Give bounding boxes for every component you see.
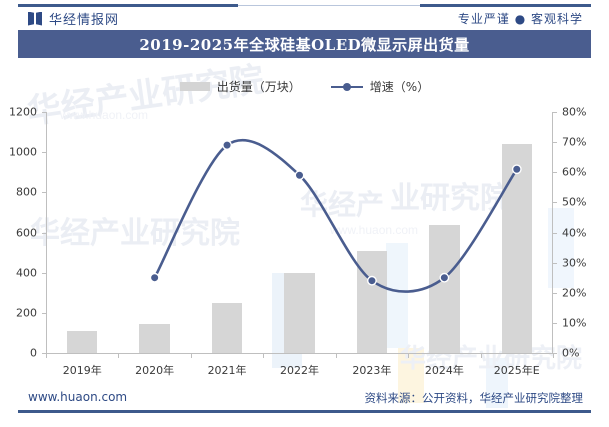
y-axis-label-left: 1200	[9, 105, 37, 119]
y-axis-label-right: 70%	[562, 135, 587, 149]
top-rule-right	[420, 4, 591, 7]
y-axis-tick-right	[553, 112, 557, 113]
plot-area: 0 200 400 600 800 1000 1200 0% 10% 20% 30% 40% 50% 60…	[9, 106, 586, 378]
x-axis-label: 2022年	[280, 364, 319, 377]
bar-2025年E[interactable]	[501, 144, 532, 353]
x-axis-label: 2023年	[352, 364, 392, 377]
y-axis-label-left: 200	[16, 306, 37, 320]
x-axis-label: 2025年E	[493, 364, 540, 377]
x-axis-label: 2021年	[207, 364, 247, 377]
y-axis-label-right: 50%	[562, 195, 587, 209]
x-axis-tick	[118, 353, 120, 358]
y-axis-label-right: 20%	[562, 286, 587, 300]
plot-inner	[46, 112, 553, 353]
y-axis-label-left: 400	[16, 266, 37, 280]
footer-website[interactable]: www.huaon.com	[28, 390, 128, 404]
growth-point-2024年[interactable]	[439, 272, 450, 283]
x-axis-tick	[553, 353, 554, 358]
x-axis-tick	[46, 353, 47, 358]
bar-2021年[interactable]	[211, 302, 243, 353]
y-axis-tick-right	[553, 142, 557, 144]
x-axis-tick	[335, 353, 337, 358]
y-axis-tick-right	[553, 322, 557, 324]
y-axis-tick-left	[42, 232, 46, 234]
x-axis-tick	[263, 353, 265, 358]
y-axis-label-right: 30%	[562, 256, 587, 270]
chart-legend: 出货量（万块） 增速（%）	[0, 78, 609, 95]
page-title: 2019-2025年全球硅基OLED微显示屏出货量	[139, 35, 470, 54]
y-axis-tick-right	[553, 232, 557, 234]
x-axis-label: 2020年	[135, 364, 175, 377]
y-axis-tick-right	[553, 262, 557, 264]
growth-point-2022年[interactable]	[294, 170, 305, 181]
y-axis-tick-left	[42, 353, 46, 354]
y-axis-label-left: 0	[30, 346, 37, 360]
footer-rule	[18, 410, 591, 413]
y-axis-right	[552, 112, 553, 353]
y-axis-tick-right	[553, 172, 557, 174]
y-axis-label-right: 0%	[562, 346, 580, 360]
y-axis-label-right: 80%	[562, 105, 587, 119]
x-axis-label: 2024年	[424, 364, 464, 377]
brand-slogan: 专业严谨 ● 客观科学	[457, 12, 583, 26]
bar-2024年[interactable]	[429, 225, 460, 353]
growth-point-2021年[interactable]	[222, 140, 232, 151]
legend-label-shipments: 出货量（万块）	[216, 80, 301, 94]
y-axis-tick-right	[553, 353, 557, 354]
growth-point-2023年[interactable]	[367, 275, 377, 286]
bar-2020年[interactable]	[139, 323, 170, 353]
y-axis-tick-right	[553, 202, 557, 204]
y-axis-label-right: 10%	[562, 316, 587, 330]
legend-line-swatch-icon	[330, 82, 363, 92]
top-rule-left	[18, 4, 238, 7]
x-axis-tick	[480, 353, 482, 358]
y-axis-tick-right	[553, 292, 557, 294]
y-axis-left	[46, 112, 47, 353]
brand-name: 华经情报网	[49, 13, 120, 28]
brand-logo: 华经情报网	[28, 9, 119, 28]
y-axis-label-left: 800	[16, 185, 37, 199]
legend-bar-swatch-icon	[179, 82, 210, 91]
x-axis	[46, 353, 553, 354]
x-axis-tick	[408, 353, 410, 358]
watermark-sub: www.huaon.com	[60, 108, 149, 122]
y-axis-tick-left	[42, 152, 46, 154]
bar-2022年[interactable]	[284, 272, 315, 353]
y-axis-label-right: 60%	[562, 165, 587, 179]
x-axis-tick	[190, 353, 192, 358]
growth-line	[153, 138, 519, 293]
footer: www.huaon.com 资料来源：公开资料，华经产业研究院整理	[0, 390, 609, 408]
growth-point-2020年[interactable]	[149, 272, 160, 283]
watermark-sub: www.huaon.com	[330, 223, 419, 237]
y-axis-tick-left	[42, 272, 46, 274]
legend-label-growth: 增速（%）	[369, 80, 430, 94]
bar-2023年[interactable]	[356, 250, 388, 353]
x-axis-label: 2019年	[62, 364, 102, 377]
title-band: 2019-2025年全球硅基OLED微显示屏出货量	[18, 30, 591, 58]
growth-point-2025年E[interactable]	[511, 164, 522, 175]
book-mark-icon	[28, 11, 43, 26]
y-axis-tick-left	[42, 312, 46, 314]
y-axis-tick-left	[42, 112, 46, 113]
y-axis-tick-left	[42, 192, 46, 194]
y-axis-label-left: 600	[16, 226, 37, 239]
top-rule-center	[238, 5, 420, 6]
legend-item-shipments[interactable]: 出货量（万块）	[179, 78, 301, 95]
legend-item-growth[interactable]: 增速（%）	[330, 78, 430, 95]
footer-source: 资料来源：公开资料，华经产业研究院整理	[364, 391, 584, 405]
growth-line-layer	[149, 138, 522, 293]
y-axis-label-right: 40%	[562, 226, 587, 239]
chart-container: 华经产业研究院 华经产业研究院 华经产 业研究院 华经产业研究院 www.hua…	[0, 58, 609, 408]
brand-bar: 华经情报网 专业严谨 ● 客观科学	[0, 8, 609, 30]
bar-2019年[interactable]	[67, 330, 98, 353]
y-axis-label-left: 1000	[9, 145, 37, 159]
